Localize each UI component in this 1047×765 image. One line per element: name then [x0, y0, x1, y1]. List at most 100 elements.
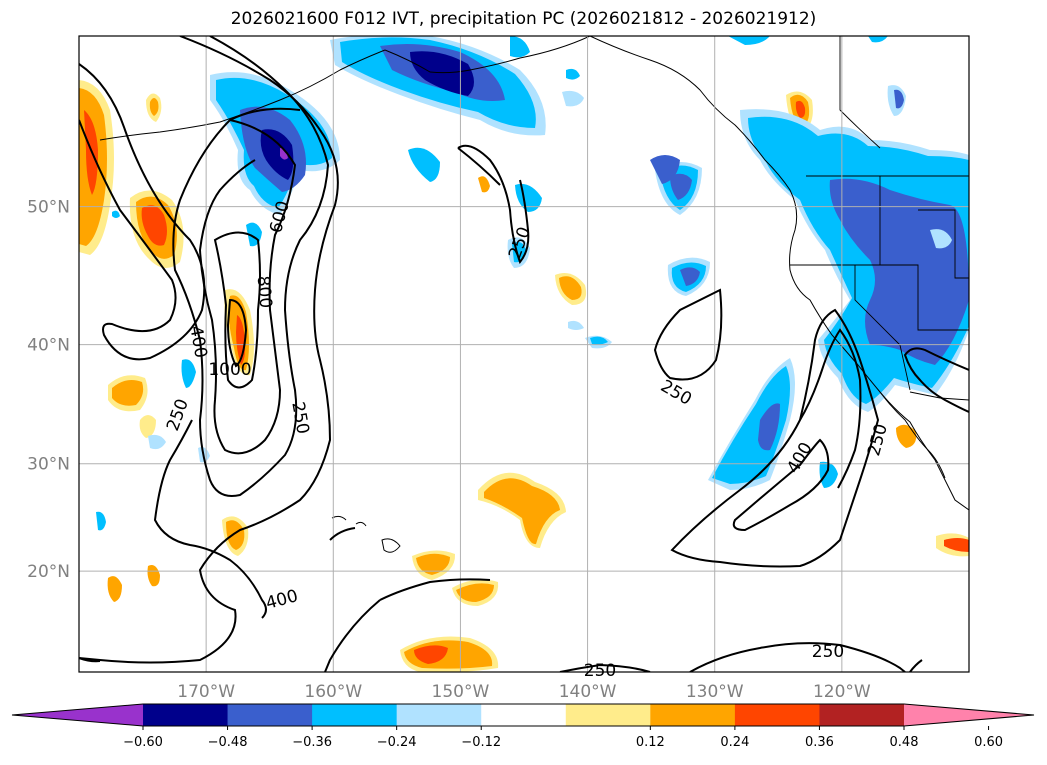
pc-positive-area [149, 98, 159, 116]
colorbar-tick-label: −0.48 [208, 735, 248, 750]
colorbar-tick-label: 0.60 [974, 735, 1003, 750]
pc-positive-area [139, 415, 156, 438]
contour-label: 250 [287, 400, 312, 435]
ivt-contour-250 [79, 657, 101, 663]
gridlines [79, 36, 969, 672]
pc-negative-area [515, 183, 542, 212]
pc-negative-area [868, 36, 888, 43]
precipitation-pc-shading [79, 36, 969, 672]
colorbar-segment [396, 704, 482, 726]
colorbar-tick-label: −0.24 [377, 735, 417, 750]
longitude-label: 140°W [559, 682, 617, 702]
colorbar-tick-label: −0.36 [292, 735, 332, 750]
pc-negative-area [930, 229, 952, 249]
colorbar-segment [565, 704, 651, 726]
contour-label: 250 [505, 224, 535, 261]
pc-positive-area [84, 110, 98, 195]
pc-negative-area [408, 147, 440, 182]
pc-negative-area [562, 90, 584, 107]
pc-negative-area [650, 155, 680, 184]
ivt-contour-250 [653, 288, 723, 381]
pc-positive-area [141, 205, 167, 246]
ivt-contour-250 [457, 147, 501, 186]
ivt-contour-250 [559, 663, 651, 672]
pc-positive-area [414, 645, 448, 664]
ivt-contour-800 [213, 231, 261, 389]
pc-negative-area [680, 267, 700, 286]
contour-label: 400 [783, 439, 817, 477]
pc-negative-area [280, 148, 288, 160]
ivt-contour-250 [329, 527, 491, 601]
pc-negative-area [829, 178, 969, 365]
contour-label: 250 [584, 661, 616, 681]
latitude-label: 20°N [27, 562, 70, 582]
longitude-label: 160°W [304, 682, 362, 702]
colorbar-segment [819, 704, 905, 726]
ivt-contour-400 [732, 438, 830, 532]
colorbar-segment [481, 704, 567, 726]
pc-positive-area [896, 424, 917, 448]
border-canada-alaska [839, 36, 881, 149]
contour-label: 250 [864, 422, 892, 459]
coastline-hawaii [331, 515, 401, 553]
figure-title: 2026021600 F012 IVT, precipitation PC (2… [230, 9, 817, 29]
political-borders [790, 36, 969, 401]
ivt-contour-400 [172, 36, 330, 497]
pc-negative-area [96, 511, 106, 531]
pc-negative-area [148, 434, 166, 450]
pc-positive-area [226, 520, 245, 550]
colorbar: −0.60 −0.48 −0.36 −0.24 −0.12 0.12 0.24 0.36 0.4… [11, 703, 1035, 750]
contour-label: 800 [253, 275, 276, 309]
latitude-label: 40°N [27, 336, 70, 356]
coastline-north-america [589, 36, 969, 511]
ivt-contour-600 [198, 119, 297, 455]
colorbar-extend-high [904, 704, 1034, 726]
colorbar-segment [734, 704, 820, 726]
colorbar-segment [650, 704, 736, 726]
pc-positive-area [147, 565, 160, 587]
latitude-labels: 50°N 40°N 30°N 20°N [27, 198, 70, 583]
pc-negative-area [181, 359, 196, 388]
colorbar-tick-label: 0.48 [890, 735, 919, 750]
pc-negative-area [670, 173, 692, 200]
pc-negative-area [566, 68, 580, 80]
pc-positive-area [795, 100, 806, 118]
border-state [790, 176, 969, 331]
ivt-contour-250 [670, 308, 880, 568]
ivt-contour-400 [153, 419, 267, 619]
longitude-label: 150°W [432, 682, 490, 702]
contour-label: 400 [264, 586, 301, 614]
pc-negative-area [894, 89, 904, 109]
ivt-contour-400 [799, 328, 862, 489]
coastlines [99, 36, 969, 553]
contour-label: 250 [657, 376, 695, 410]
border-state [918, 209, 969, 279]
colorbar-segment [227, 704, 313, 726]
ivt-contour-250 [324, 599, 381, 672]
ivt-contour-250 [903, 347, 969, 413]
contour-label: 1000 [208, 360, 251, 380]
pc-negative-area [260, 129, 294, 180]
colorbar-tick-label: −0.60 [123, 735, 163, 750]
pc-negative-area [728, 36, 770, 45]
colorbar-segment [143, 704, 229, 726]
ivt-contour-250 [909, 659, 923, 672]
colorbar-segment [312, 704, 398, 726]
ivt-contour-250 [79, 36, 339, 664]
pc-negative-area [712, 366, 790, 484]
pc-positive-area [107, 576, 122, 602]
longitude-label: 120°W [813, 682, 871, 702]
pc-negative-area [819, 461, 838, 488]
pc-negative-area [568, 320, 584, 330]
coastline-baja [879, 391, 946, 479]
pc-positive-area [484, 478, 560, 545]
colorbar-tick-label: 0.24 [720, 735, 749, 750]
ivt-contour-250 [457, 144, 530, 264]
pc-negative-area [510, 36, 530, 58]
pc-positive-area [559, 276, 582, 300]
colorbar-tick-label: 0.12 [636, 735, 665, 750]
coastline-alaska-south [384, 36, 591, 74]
ivt-contour-250 [79, 63, 206, 361]
